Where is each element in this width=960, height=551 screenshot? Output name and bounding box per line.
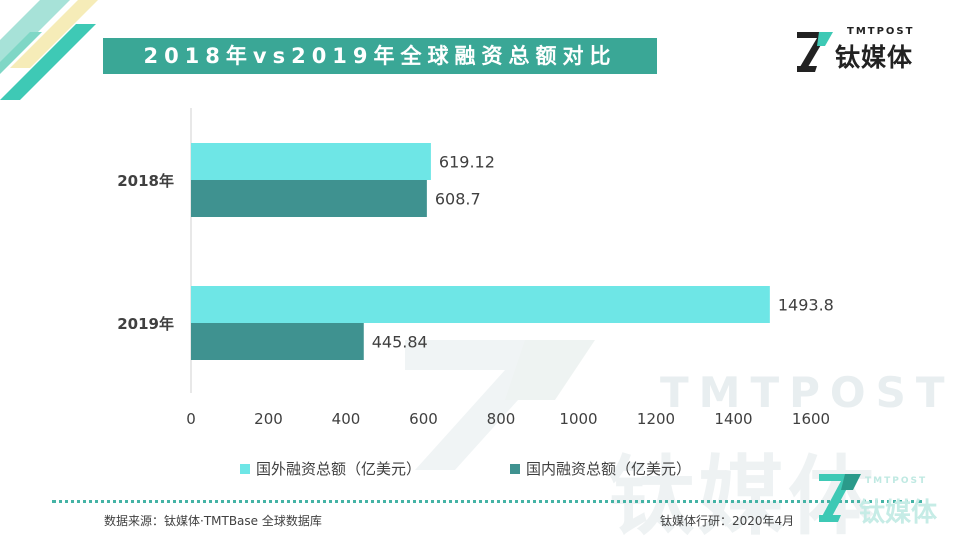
logo-bottom-text-cn: 钛媒体: [859, 498, 938, 528]
logo-text-cn: 钛媒体: [835, 43, 914, 72]
bar-domestic: [191, 180, 427, 217]
x-tick-label: 200: [254, 410, 283, 428]
watermark-text-cn: 钛媒体: [608, 447, 878, 547]
bar-foreign: [191, 143, 431, 180]
legend-label-foreign: 国外融资总额（亿美元）: [256, 460, 422, 478]
data-label-foreign: 1493.8: [778, 296, 834, 315]
category-label: 2019年: [117, 315, 174, 333]
tmtpost-logo: TMTPOST 钛媒体: [795, 24, 935, 76]
logo-bottom-text-en: TMTPOST: [865, 476, 928, 486]
legend-swatch-domestic: [510, 463, 520, 474]
chart-title: 2018年vs2019年全球融资总额对比: [143, 44, 617, 68]
bar-domestic: [191, 323, 364, 360]
logo-text-en: TMTPOST: [847, 26, 915, 37]
x-tick-label: 0: [186, 410, 196, 428]
title-banner: 2018年vs2019年全球融资总额对比: [103, 38, 657, 74]
watermark-text-en: TMTPOST: [660, 368, 955, 417]
footer-divider: [52, 500, 922, 503]
x-tick-label: 1400: [714, 410, 752, 428]
x-tick-label: 400: [332, 410, 361, 428]
legend-item-domestic: 国内融资总额（亿美元）: [510, 458, 691, 479]
decorative-stripes: [0, 0, 98, 100]
footer-research-date: 钛媒体行研：2020年4月: [660, 514, 795, 528]
legend-swatch-foreign: [240, 463, 250, 474]
data-label-domestic: 445.84: [372, 333, 428, 352]
data-label-foreign: 619.12: [439, 153, 495, 172]
x-tick-label: 1600: [792, 410, 830, 428]
x-tick-label: 1200: [637, 410, 675, 428]
legend-item-foreign: 国外融资总额（亿美元）: [240, 458, 421, 479]
x-tick-label: 600: [409, 410, 438, 428]
bar-foreign: [191, 286, 770, 323]
footer-source: 数据来源：钛媒体·TMTBase 全球数据库: [104, 514, 322, 528]
watermark-logo-icon: [405, 340, 595, 470]
x-tick-label: 800: [487, 410, 516, 428]
tmtpost-logo-icon: [797, 32, 833, 72]
category-label: 2018年: [117, 172, 174, 190]
legend-label-domestic: 国内融资总额（亿美元）: [526, 460, 692, 478]
x-tick-label: 1000: [559, 410, 597, 428]
tmtpost-logo-bottom: TMTPOST 钛媒体: [815, 470, 955, 530]
data-label-domestic: 608.7: [435, 190, 481, 209]
tmtpost-logo-bottom-icon: [819, 474, 861, 522]
